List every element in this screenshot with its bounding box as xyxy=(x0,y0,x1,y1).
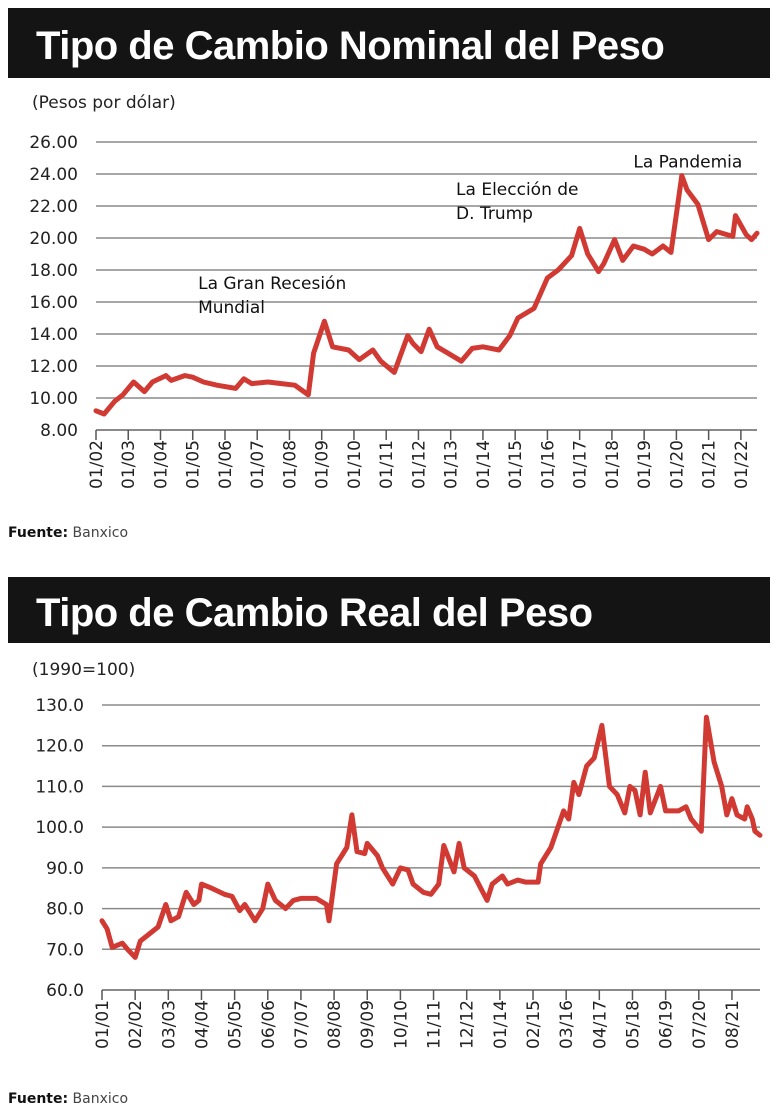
x-tick-label: 01/20 xyxy=(667,440,687,489)
x-tick-label: 06/06 xyxy=(259,1000,279,1049)
x-tick-label: 01/18 xyxy=(603,440,623,489)
x-tick-label: 01/21 xyxy=(700,440,720,489)
y-tick-label: 70.0 xyxy=(46,940,84,960)
chart1-title: Tipo de Cambio Nominal del Peso xyxy=(8,8,770,78)
chart2-title: Tipo de Cambio Real del Peso xyxy=(8,577,770,643)
x-tick-label: 01/08 xyxy=(280,440,300,489)
x-tick-label: 11/11 xyxy=(425,1000,445,1049)
x-tick-label: 01/14 xyxy=(474,440,494,489)
y-tick-label: 120.0 xyxy=(35,737,84,757)
chart1-source: Fuente: Banxico xyxy=(8,525,128,541)
x-tick-label: 03/16 xyxy=(557,1000,577,1049)
series-line xyxy=(93,173,760,417)
series-line xyxy=(99,714,763,960)
x-tick-label: 01/15 xyxy=(506,440,526,489)
y-tick-label: 60.0 xyxy=(46,981,84,1001)
y-tick-label: 90.0 xyxy=(46,859,84,879)
y-tick-label: 24.00 xyxy=(29,165,78,185)
nominal-chart: 8.00 10.00 12.00 14.00 16.00 18.00 20.00 22.00 2… xyxy=(29,133,760,489)
x-tick-label: 12/12 xyxy=(458,1000,478,1049)
annotation: D. Trump xyxy=(456,204,533,224)
x-tick-label: 01/03 xyxy=(119,440,139,489)
y-tick-label: 100.0 xyxy=(35,818,84,838)
x-tick-label: 01/07 xyxy=(248,440,268,489)
y-tick-label: 14.00 xyxy=(29,325,78,345)
x-tick-label: 02/02 xyxy=(126,1000,146,1049)
x-tick-label: 07/07 xyxy=(292,1000,312,1049)
source-value: Banxico xyxy=(72,1091,129,1107)
annotation: La Elección de xyxy=(456,180,578,200)
x-tick-label: 01/17 xyxy=(571,440,591,489)
x-tick-label: 05/05 xyxy=(226,1000,246,1049)
x-tick-label: 01/22 xyxy=(732,440,752,489)
x-tick-label: 04/04 xyxy=(192,1000,212,1049)
real-chart: 60.0 70.0 80.0 90.0 100.0 110.0 120.0 130.0 01/0… xyxy=(35,696,763,1049)
x-tick-label: 02/15 xyxy=(524,1000,544,1049)
source-label: Fuente: xyxy=(8,525,69,541)
chart2-source: Fuente: Banxico xyxy=(8,1091,128,1107)
x-tick-label: 04/17 xyxy=(590,1000,610,1049)
x-tick-label: 01/19 xyxy=(635,440,655,489)
x-tick-label: 08/08 xyxy=(325,1000,345,1049)
x-tick-label: 06/19 xyxy=(657,1000,677,1049)
y-tick-label: 110.0 xyxy=(35,777,84,797)
y-tick-label: 20.00 xyxy=(29,229,78,249)
y-tick-label: 10.00 xyxy=(29,389,78,409)
x-tick-label: 01/12 xyxy=(409,440,429,489)
y-tick-label: 16.00 xyxy=(29,293,78,313)
y-tick-label: 80.0 xyxy=(46,900,84,920)
x-tick-label: 01/05 xyxy=(184,440,204,489)
x-tick-label: 10/10 xyxy=(391,1000,411,1049)
x-tick-label: 01/09 xyxy=(313,440,333,489)
y-tick-label: 22.00 xyxy=(29,197,78,217)
x-tick-label: 01/01 xyxy=(93,1000,113,1049)
x-tick-label: 07/20 xyxy=(690,1000,710,1049)
chart2-unit-label: (1990=100) xyxy=(32,660,136,680)
x-tick-label: 01/04 xyxy=(151,440,171,489)
x-tick-label: 03/03 xyxy=(159,1000,179,1049)
y-tick-label: 26.00 xyxy=(29,133,78,153)
y-tick-label: 130.0 xyxy=(35,696,84,716)
y-tick-label: 8.00 xyxy=(40,421,78,441)
annotation: La Pandemia xyxy=(633,153,742,173)
annotation: La Gran Recesión xyxy=(198,274,346,294)
x-tick-label: 01/16 xyxy=(538,440,558,489)
x-tick-label: 05/18 xyxy=(623,1000,643,1049)
x-tick-label: 01/13 xyxy=(442,440,462,489)
y-tick-label: 18.00 xyxy=(29,261,78,281)
y-tick-label: 12.00 xyxy=(29,357,78,377)
x-tick-label: 01/10 xyxy=(345,440,365,489)
x-tick-label: 01/02 xyxy=(87,440,107,489)
x-tick-label: 09/09 xyxy=(358,1000,378,1049)
x-tick-label: 08/21 xyxy=(723,1000,743,1049)
x-tick-label: 01/06 xyxy=(216,440,236,489)
x-tick-label: 01/11 xyxy=(377,440,397,489)
annotation: Mundial xyxy=(198,298,265,318)
source-label: Fuente: xyxy=(8,1091,69,1107)
x-tick-label: 01/14 xyxy=(491,1000,511,1049)
source-value: Banxico xyxy=(72,525,129,541)
chart1-unit-label: (Pesos por dólar) xyxy=(32,93,176,113)
